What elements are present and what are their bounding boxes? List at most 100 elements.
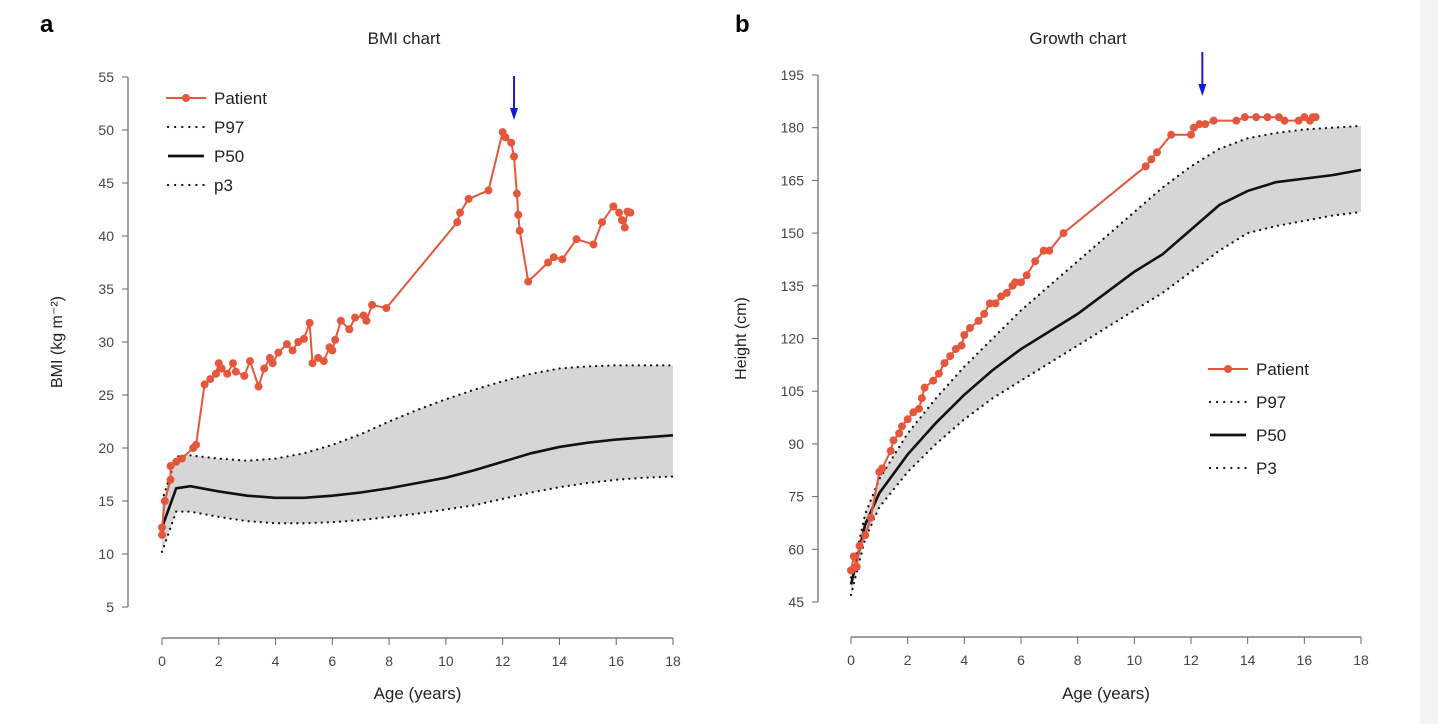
- series-line-p50: [160, 433, 674, 528]
- patient-point: [903, 415, 912, 424]
- patient-point: [507, 138, 516, 147]
- patient-point: [1263, 113, 1272, 122]
- x-tick-label: 0: [158, 653, 166, 669]
- x-tick-label: 14: [1240, 652, 1256, 668]
- x-tick-label: 18: [665, 653, 681, 669]
- x-tick-label: 2: [904, 652, 912, 668]
- patient-point: [940, 359, 949, 368]
- patient-point: [305, 318, 314, 327]
- patient-point: [308, 359, 317, 368]
- legend: Patient P97 P50 p3: [166, 89, 267, 195]
- y-tick-label: 30: [98, 334, 114, 350]
- patient-point: [1252, 113, 1261, 122]
- x-tick-label: 10: [1127, 652, 1143, 668]
- patient-point: [920, 383, 929, 392]
- patient-point: [217, 364, 226, 373]
- y-axis-label: Height (cm): [733, 297, 750, 380]
- patient-point: [456, 208, 465, 217]
- x-tick-label: 16: [608, 653, 624, 669]
- patient-point: [985, 299, 994, 308]
- patient-point: [1045, 246, 1054, 255]
- x-tick-label: 6: [1017, 652, 1025, 668]
- patient-point: [589, 240, 598, 249]
- patient-point: [345, 325, 354, 334]
- patient-point: [572, 235, 581, 244]
- legend-label: Patient: [1256, 360, 1309, 379]
- patient-point: [966, 323, 974, 332]
- patient-point: [1153, 148, 1161, 157]
- patient-point: [934, 369, 943, 378]
- patient-point: [501, 133, 510, 142]
- patient-point: [895, 429, 904, 438]
- percentile-band: [851, 125, 1361, 595]
- patient-point: [515, 226, 524, 235]
- y-tick-label: 5: [106, 599, 114, 615]
- patient-point: [861, 531, 870, 540]
- y-tick-label: 55: [98, 69, 114, 85]
- patient-point: [1232, 116, 1241, 125]
- patient-point: [544, 258, 553, 267]
- chart-title: BMI chart: [368, 29, 441, 48]
- patient-point: [299, 334, 308, 343]
- x-tick-label: 0: [847, 652, 855, 668]
- patient-point: [1240, 113, 1249, 122]
- y-tick-label: 60: [788, 541, 804, 557]
- patient-point: [514, 210, 523, 219]
- y-tick-label: 90: [788, 436, 804, 452]
- patient-point: [626, 208, 635, 217]
- patient-point: [960, 330, 969, 339]
- patient-point: [1187, 130, 1195, 139]
- y-tick-label: 15: [98, 493, 114, 509]
- legend: Patient P97 P50 P3: [1208, 360, 1309, 478]
- x-tick-label: 8: [385, 653, 393, 669]
- legend-marker-patient: [1224, 365, 1232, 373]
- patient-point: [228, 359, 237, 368]
- patient-point: [991, 299, 1000, 308]
- y-tick-label: 25: [98, 387, 114, 403]
- patient-point: [849, 552, 858, 561]
- patient-point: [510, 152, 519, 161]
- y-tick-label: 150: [781, 225, 805, 241]
- x-tick-label: 2: [215, 653, 223, 669]
- patient-point: [1022, 271, 1031, 280]
- patient-point: [351, 313, 360, 322]
- patient-point: [240, 371, 249, 380]
- patient-point: [889, 436, 898, 445]
- x-axis-label: Age (years): [374, 684, 462, 703]
- y-tick-label: 180: [781, 120, 805, 136]
- patient-point: [898, 422, 906, 431]
- x-tick-label: 4: [960, 652, 968, 668]
- patient-point: [1002, 288, 1011, 297]
- patient-point: [484, 186, 493, 195]
- series-line-p97: [849, 124, 1363, 579]
- patient-point: [177, 454, 186, 463]
- patient-point: [1011, 278, 1020, 287]
- x-axis-label: Age (years): [1062, 684, 1150, 703]
- legend-marker-patient: [182, 94, 190, 102]
- patient-point: [855, 541, 864, 550]
- patient-point: [1039, 246, 1048, 255]
- patient-point: [331, 335, 340, 344]
- x-tick-label: 6: [328, 653, 336, 669]
- panel-label: a: [40, 11, 54, 38]
- page-edge-strip: [1420, 0, 1438, 724]
- legend-label: P3: [1256, 459, 1277, 478]
- patient-point: [1147, 155, 1156, 164]
- y-tick-label: 120: [781, 331, 805, 347]
- x-tick-label: 18: [1353, 652, 1369, 668]
- legend-label: Patient: [214, 89, 267, 108]
- patient-point: [166, 462, 175, 471]
- series-line-p50: [849, 168, 1362, 585]
- patient-point: [1059, 229, 1068, 238]
- patient-point: [886, 446, 895, 455]
- x-tick-label: 16: [1297, 652, 1313, 668]
- x-tick-label: 14: [552, 653, 568, 669]
- patient-point: [512, 189, 521, 198]
- patient-point: [1167, 130, 1176, 139]
- y-tick-label: 75: [788, 489, 804, 505]
- patient-point: [617, 216, 626, 225]
- patient-point: [288, 346, 297, 355]
- patient-point: [231, 367, 240, 376]
- arrow-down-icon: [1198, 84, 1207, 96]
- patient-point: [368, 300, 377, 309]
